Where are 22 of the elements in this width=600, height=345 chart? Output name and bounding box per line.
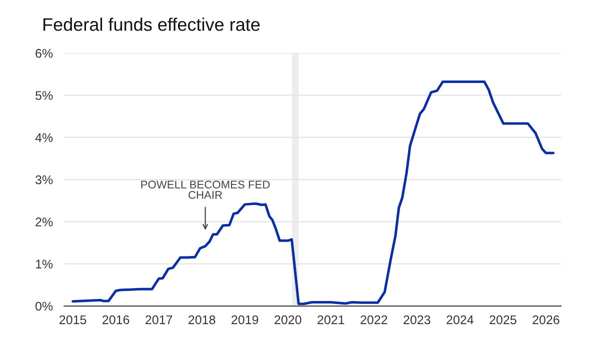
x-tick-label: 2020 xyxy=(274,315,302,324)
line-series xyxy=(72,80,555,306)
x-tick-label: 2024 xyxy=(446,315,474,324)
x-tick-label: 2021 xyxy=(318,315,344,324)
x-tick-label: 2022 xyxy=(360,315,388,324)
x-tick-label: 2025 xyxy=(490,315,516,324)
y-tick-label: 4% xyxy=(35,133,53,142)
y-tick-label: 0% xyxy=(36,302,53,311)
x-tick-label: 2015 xyxy=(60,315,86,324)
x-tick-label: 2019 xyxy=(232,315,258,324)
x-tick-label: 2017 xyxy=(146,315,172,324)
y-tick-label: 3% xyxy=(36,175,53,184)
x-tick-label: 2023 xyxy=(404,315,430,324)
chart-title: Federal funds effective rate xyxy=(43,18,260,31)
y-tick-label: 1% xyxy=(36,260,53,268)
x-tick-label: 2018 xyxy=(188,315,216,324)
x-tick-label: 2016 xyxy=(102,315,130,324)
x-tick-label: 2026 xyxy=(532,315,560,324)
y-tick-label: 2% xyxy=(36,218,53,226)
annotation: POWELL BECOMES FED CHAIR xyxy=(141,180,270,199)
y-tick-label: 6% xyxy=(36,48,53,58)
y-tick-label: 5% xyxy=(36,91,53,100)
